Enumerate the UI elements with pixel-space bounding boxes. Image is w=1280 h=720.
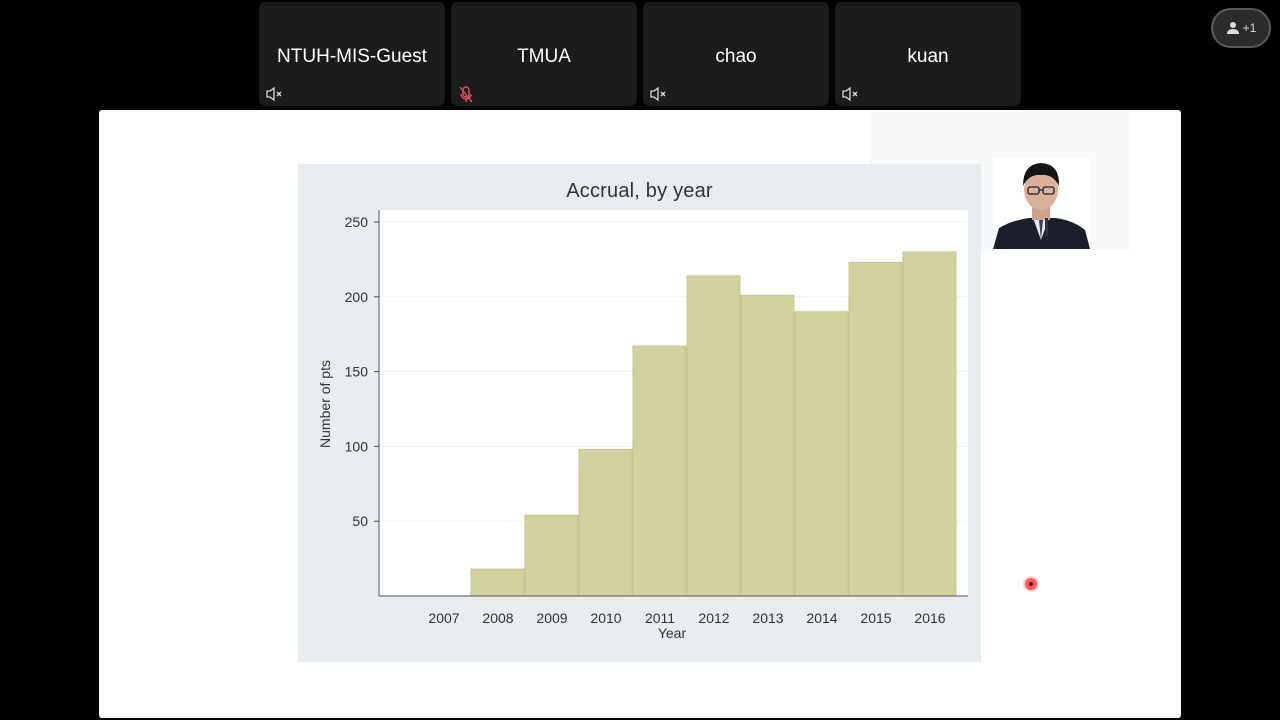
- participant-name: kuan: [907, 46, 949, 67]
- person-icon: [1226, 22, 1239, 34]
- y-tick-label: 150: [345, 364, 369, 380]
- bar-2009: [524, 514, 579, 597]
- bar-2010: [578, 448, 633, 597]
- x-tick-label: 2010: [590, 610, 621, 626]
- x-tick-label: 2007: [428, 610, 459, 626]
- y-tick-label: 50: [352, 513, 368, 529]
- speaker-muted-icon: [650, 86, 666, 102]
- speaker-video[interactable]: [993, 158, 1090, 249]
- x-tick-label: 2008: [482, 610, 513, 626]
- participant-tile-ntuh-mis-guest[interactable]: NTUH-MIS-Guest: [259, 2, 445, 106]
- x-tick-label: 2014: [806, 610, 837, 626]
- x-tick-label: 2009: [536, 610, 567, 626]
- overflow-count: +1: [1242, 21, 1257, 35]
- x-tick-label: 2012: [698, 610, 729, 626]
- y-tick-label: 100: [345, 438, 369, 454]
- x-tick-label: 2013: [752, 610, 783, 626]
- participant-name: NTUH-MIS-Guest: [277, 46, 427, 67]
- x-tick-label: 2015: [860, 610, 891, 626]
- microphone-muted-icon: [459, 86, 473, 103]
- y-tick-label: 250: [345, 214, 369, 230]
- x-tick-label: 2016: [914, 610, 945, 626]
- bar-2016: [902, 251, 957, 597]
- participant-tile-chao[interactable]: chao: [643, 2, 829, 106]
- participant-tile-kuan[interactable]: kuan: [835, 2, 1021, 106]
- speaker-avatar: [993, 158, 1090, 249]
- speaker-muted-icon: [842, 86, 858, 102]
- participants-overflow-button[interactable]: +1: [1211, 8, 1271, 48]
- y-tick-label: 200: [345, 289, 369, 305]
- bar-2013: [740, 294, 795, 597]
- x-tick-label: 2011: [645, 610, 675, 626]
- x-axis-title: Year: [658, 625, 687, 641]
- y-axis-title: Number of pts: [317, 360, 333, 448]
- bar-2011: [632, 345, 687, 597]
- bar-2012: [686, 275, 741, 597]
- bar-2015: [848, 261, 903, 597]
- participant-tile-tmua[interactable]: TMUA: [451, 2, 637, 106]
- participant-name: TMUA: [517, 46, 571, 67]
- chart-title: Accrual, by year: [566, 180, 713, 202]
- speaker-muted-icon: [266, 86, 282, 102]
- bar-2008: [470, 568, 525, 597]
- participant-name: chao: [715, 46, 757, 67]
- bar-2014: [794, 311, 849, 597]
- laser-pointer: [1025, 578, 1037, 590]
